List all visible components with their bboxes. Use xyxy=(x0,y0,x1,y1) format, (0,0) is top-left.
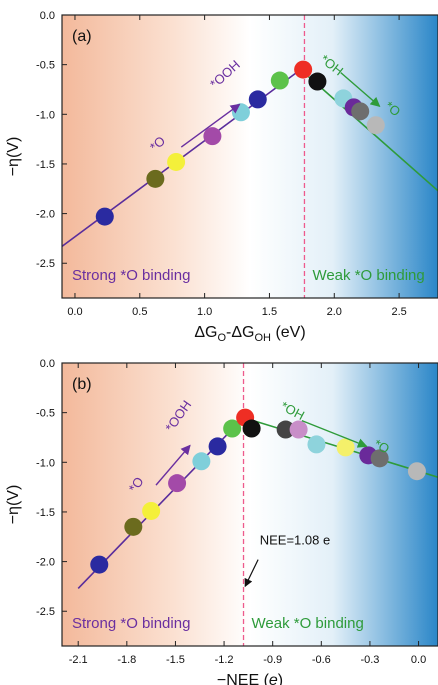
x-tick-label: 0.0 xyxy=(411,654,426,666)
y-tick-label: 0.0 xyxy=(40,358,55,370)
x-tick-label: -0.6 xyxy=(312,654,331,666)
data-point xyxy=(276,420,295,439)
y-axis-label: −η(V) xyxy=(5,485,22,525)
data-point xyxy=(203,127,222,146)
x-tick-label: 0.0 xyxy=(67,306,82,318)
plot-frame xyxy=(61,14,438,299)
data-point xyxy=(294,60,313,79)
x-tick-label: -1.8 xyxy=(117,654,136,666)
data-point xyxy=(308,72,327,91)
data-point xyxy=(90,555,109,574)
plot-frame xyxy=(61,362,438,647)
data-point xyxy=(168,474,187,493)
y-tick-label: -0.5 xyxy=(36,408,55,420)
x-tick-label: -0.9 xyxy=(263,654,282,666)
y-axis-label: −η(V) xyxy=(5,137,22,177)
y-tick-label: -1.0 xyxy=(36,457,55,469)
o-to-ooh-start-label: *O xyxy=(126,474,147,495)
data-point xyxy=(336,438,355,457)
x-tick-label: 2.0 xyxy=(327,306,342,318)
y-tick-label: -1.0 xyxy=(36,109,55,121)
y-tick-label: -2.5 xyxy=(36,258,55,270)
panel-label: (a) xyxy=(72,28,92,45)
x-tick-label: 1.5 xyxy=(262,306,277,318)
y-tick-label: 0.0 xyxy=(40,10,55,22)
data-point xyxy=(370,449,389,468)
y-tick-label: -0.5 xyxy=(36,60,55,72)
data-point xyxy=(248,90,267,109)
nee-annotation-arrow xyxy=(244,559,259,588)
data-point xyxy=(146,169,165,188)
strong-binding-label: Strong *O binding xyxy=(72,267,190,284)
x-axis-label: −NEE (e) xyxy=(217,672,283,685)
y-tick-label: -1.5 xyxy=(36,507,55,519)
oh-to-o-arrow xyxy=(301,419,368,448)
data-point xyxy=(407,462,426,481)
data-point xyxy=(351,102,370,121)
oh-to-o-end-label: *O xyxy=(382,98,403,119)
data-point xyxy=(231,103,250,122)
x-tick-label: 2.5 xyxy=(391,306,406,318)
data-point xyxy=(192,452,211,471)
x-axis-label: ΔGO-ΔGOH (eV) xyxy=(194,324,305,344)
o-to-ooh-arrow xyxy=(155,444,191,486)
data-point xyxy=(223,419,242,438)
x-tick-label: 0.5 xyxy=(132,306,147,318)
data-point xyxy=(307,435,326,454)
data-point xyxy=(124,517,143,536)
data-point xyxy=(289,420,308,439)
y-tick-label: -2.5 xyxy=(36,606,55,618)
weak-binding-label: Weak *O binding xyxy=(252,615,364,632)
data-point xyxy=(142,501,161,520)
data-point xyxy=(270,71,289,90)
nee-annotation: NEE=1.08 e xyxy=(260,533,330,548)
x-tick-label: -1.2 xyxy=(215,654,234,666)
x-tick-label: -2.1 xyxy=(69,654,88,666)
data-point xyxy=(366,116,385,135)
o-to-ooh-arrow xyxy=(180,103,241,148)
data-point xyxy=(95,207,114,226)
x-tick-label: -0.3 xyxy=(360,654,379,666)
panel-label: (b) xyxy=(72,376,92,393)
x-tick-label: -1.5 xyxy=(166,654,185,666)
data-point xyxy=(167,152,186,171)
y-tick-label: -2.0 xyxy=(36,209,55,221)
x-tick-label: 1.0 xyxy=(197,306,212,318)
oh-to-o-arrow xyxy=(340,72,381,107)
strong-binding-label: Strong *O binding xyxy=(72,615,190,632)
y-tick-label: -2.0 xyxy=(36,557,55,569)
y-tick-label: -1.5 xyxy=(36,159,55,171)
oh-to-o-end-label: *O xyxy=(372,436,392,456)
data-point xyxy=(208,437,227,456)
plot-background xyxy=(62,363,438,646)
plot-background xyxy=(62,15,438,298)
weak-binding-label: Weak *O binding xyxy=(312,267,424,284)
data-point xyxy=(242,419,261,438)
